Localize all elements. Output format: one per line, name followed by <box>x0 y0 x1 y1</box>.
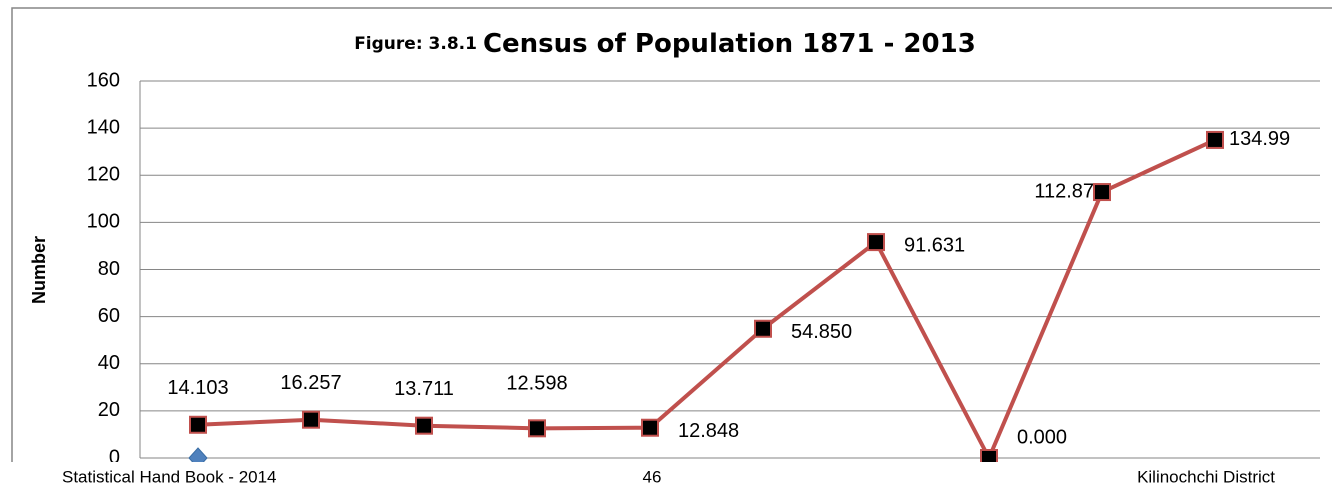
y-tick-label: 140 <box>87 116 120 138</box>
marker <box>528 419 546 438</box>
data-label: 0.000 <box>1017 426 1067 448</box>
footer-right: Kilinochchi District <box>1137 467 1275 486</box>
y-tick-label: 80 <box>98 258 120 280</box>
y-tick-label: 40 <box>98 352 120 374</box>
footer-center: 46 <box>643 467 662 486</box>
data-label: 12.848 <box>678 420 739 442</box>
title-prefix: Figure: 3.8.1 <box>354 34 477 54</box>
y-axis-label: Number <box>29 236 49 304</box>
y-tick-label: 160 <box>87 69 120 91</box>
data-label: 91.631 <box>904 234 965 256</box>
data-label: 12.598 <box>506 373 567 395</box>
y-tick-label: 0 <box>109 446 120 468</box>
marker <box>754 319 772 338</box>
chart-frame <box>11 7 1332 479</box>
data-label: 13.711 <box>394 378 454 400</box>
marker <box>302 410 320 429</box>
y-tick-label: 60 <box>98 305 120 327</box>
marker <box>1206 130 1224 149</box>
marker <box>189 415 207 434</box>
data-label: 54.850 <box>791 321 852 343</box>
data-label: 112.87 <box>1034 180 1094 202</box>
marker <box>415 416 433 435</box>
chart-title: Figure: 3.8.1 Census of Population 1871 -… <box>354 29 976 59</box>
y-tick-label: 100 <box>87 211 120 233</box>
footer-band <box>0 462 1332 488</box>
marker <box>641 418 659 437</box>
y-tick-label: 120 <box>87 164 120 186</box>
y-tick-label: 20 <box>98 399 120 421</box>
data-label: 16.257 <box>280 372 341 394</box>
title-main: Census of Population 1871 - 2013 <box>483 29 976 59</box>
marker <box>1093 183 1111 202</box>
marker <box>867 233 885 252</box>
data-label: 14.103 <box>167 377 228 399</box>
footer-left: Statistical Hand Book - 2014 <box>62 467 277 486</box>
series-line <box>197 138 1216 460</box>
data-label: 134.99 <box>1229 128 1290 150</box>
